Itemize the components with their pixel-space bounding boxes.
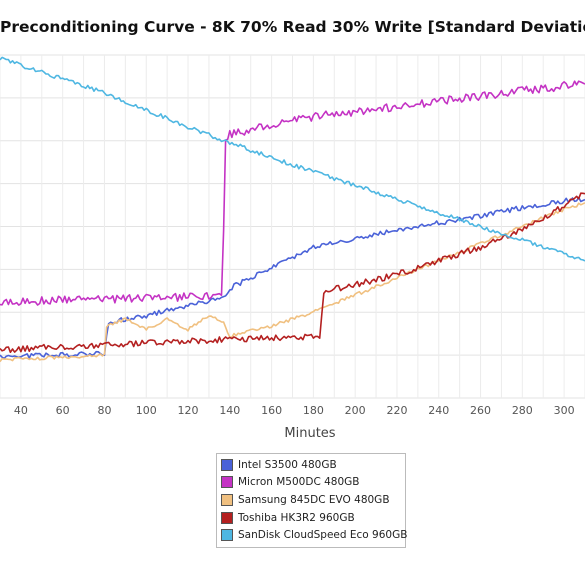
legend-swatch [221, 476, 233, 489]
legend-swatch [221, 529, 233, 542]
legend-item: Samsung 845DC EVO 480GB [217, 491, 405, 509]
series-line-3 [0, 192, 585, 354]
x-axis-label: Minutes [284, 426, 335, 441]
series-line-0 [0, 196, 585, 360]
x-tick-label: 100 [136, 404, 157, 417]
x-tick-label: 280 [512, 404, 533, 417]
x-tick-label: 80 [97, 404, 111, 417]
legend-label: Micron M500DC 480GB [238, 476, 360, 489]
series-line-1 [0, 80, 585, 306]
legend-swatch [221, 511, 233, 524]
x-tick-label: 180 [303, 404, 324, 417]
legend-item: SanDisk CloudSpeed Eco 960GB [217, 526, 408, 544]
series-line-4 [0, 56, 585, 262]
legend-item: Intel S3500 480GB [217, 456, 405, 474]
legend-label: Toshiba HK3R2 960GB [238, 511, 355, 524]
legend-swatch [221, 458, 233, 471]
x-tick-label: 140 [219, 404, 240, 417]
legend-swatch [221, 493, 233, 506]
x-tick-label: 160 [261, 404, 282, 417]
x-tick-label: 300 [554, 404, 575, 417]
x-tick-label: 200 [345, 404, 366, 417]
x-tick-label: 260 [470, 404, 491, 417]
series-group [0, 56, 585, 363]
legend: Intel S3500 480GB Micron M500DC 480GB Sams… [216, 453, 408, 548]
x-tick-label: 60 [56, 404, 70, 417]
x-tick-label: 220 [386, 404, 407, 417]
x-tick-label: 120 [178, 404, 199, 417]
x-tick-label: 240 [428, 404, 449, 417]
x-tick-label: 40 [14, 404, 28, 417]
legend-label: Intel S3500 480GB [238, 458, 337, 471]
legend-label: SanDisk CloudSpeed Eco 960GB [238, 529, 408, 542]
legend-item: Micron M500DC 480GB [217, 474, 405, 492]
legend-item: Toshiba HK3R2 960GB [217, 509, 405, 527]
series-line-2 [0, 202, 585, 363]
legend-label: Samsung 845DC EVO 480GB [238, 493, 390, 506]
chart-title: Preconditioning Curve - 8K 70% Read 30% … [0, 18, 585, 36]
x-tick-labels: 40 60 80 100 120 140 160 180 200 220 240 260 280 300 [14, 404, 575, 417]
